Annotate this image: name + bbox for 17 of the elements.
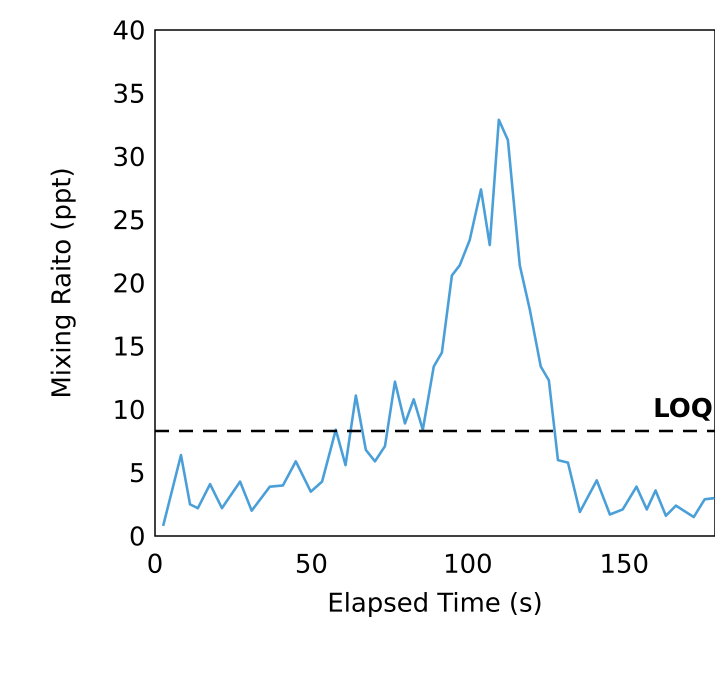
y-axis-title: Mixing Raito (ppt) bbox=[50, 170, 76, 396]
y-tick-label: 40 bbox=[114, 20, 144, 40]
x-tick-label: 100 bbox=[446, 554, 491, 574]
ref-line-label: LOQ bbox=[656, 398, 712, 421]
y-tick-label: 5 bbox=[131, 463, 144, 482]
y-tick-label: 20 bbox=[114, 273, 144, 293]
x-tick-label: 0 bbox=[148, 554, 162, 574]
x-tick-label: 150 bbox=[602, 554, 648, 574]
y-tick-label: 10 bbox=[115, 400, 144, 420]
y-tick-label: 15 bbox=[115, 336, 144, 356]
line-series bbox=[162, 118, 715, 528]
y-tick-label: 0 bbox=[130, 526, 144, 546]
x-axis-title: Elapsed Time (s) bbox=[330, 592, 540, 618]
x-tick-label: 50 bbox=[296, 554, 326, 574]
y-tick-label: 30 bbox=[114, 146, 144, 166]
y-tick-label: 35 bbox=[114, 83, 144, 104]
y-tick-label: 25 bbox=[114, 210, 144, 230]
